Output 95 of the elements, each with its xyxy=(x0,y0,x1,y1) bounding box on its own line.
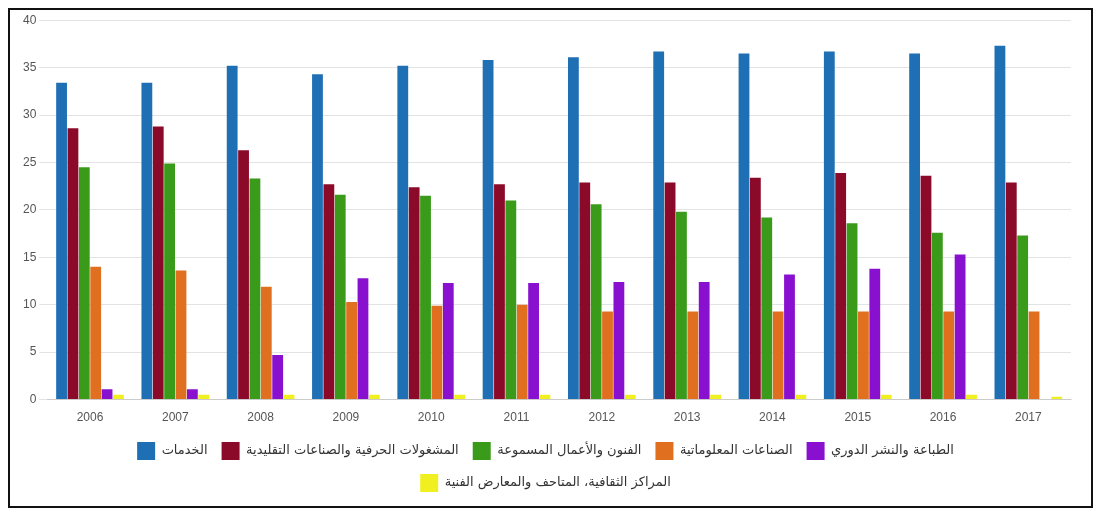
bar xyxy=(312,74,323,400)
bar xyxy=(397,65,409,400)
bar xyxy=(738,53,750,400)
bar xyxy=(687,311,699,400)
legend-label: الطباعة والنشر الدوري xyxy=(831,442,954,459)
bar xyxy=(676,211,687,400)
x-tick-label: 2015 xyxy=(844,410,872,425)
bar xyxy=(186,389,198,400)
bar xyxy=(749,177,761,400)
bar xyxy=(482,60,494,400)
bar xyxy=(772,311,784,400)
bar xyxy=(90,266,102,400)
x-tick-label: 2013 xyxy=(673,410,701,425)
y-tick-label: 5 xyxy=(29,344,37,359)
bar xyxy=(909,53,921,400)
bar xyxy=(795,394,807,400)
legend-label: المراكز الثقافية، المتاحف والمعارض الفنية xyxy=(444,474,671,491)
x-tick-label: 2012 xyxy=(588,410,616,425)
bar xyxy=(272,355,284,400)
bar xyxy=(175,270,187,400)
y-tick-label: 30 xyxy=(22,107,37,122)
bar xyxy=(994,45,1006,400)
bar xyxy=(602,311,613,400)
bar xyxy=(408,187,420,400)
x-tick-label: 2008 xyxy=(247,410,275,425)
bar xyxy=(710,394,721,400)
x-tick-label: 2017 xyxy=(1015,410,1043,425)
legend-label: المشغولات الحرفية والصناعات التقليدية xyxy=(246,442,459,459)
bar xyxy=(101,389,113,400)
bar xyxy=(420,195,431,400)
bar xyxy=(761,217,773,400)
y-tick-label: 20 xyxy=(22,202,37,217)
bar xyxy=(869,268,881,400)
bar xyxy=(56,82,67,400)
bar xyxy=(368,394,380,400)
bar xyxy=(823,51,835,400)
bar xyxy=(516,304,528,400)
bar xyxy=(698,281,710,400)
bar xyxy=(943,311,955,400)
bar xyxy=(226,65,238,400)
bar xyxy=(784,274,795,400)
bar xyxy=(141,82,153,400)
bar xyxy=(528,282,539,400)
bar xyxy=(567,57,579,400)
y-tick-label: 40 xyxy=(22,12,37,27)
bar xyxy=(260,286,272,400)
bar xyxy=(323,184,335,400)
bar xyxy=(954,254,966,400)
x-tick-label: 2014 xyxy=(759,410,787,425)
bar xyxy=(442,282,454,400)
bar xyxy=(431,305,443,400)
y-tick-label: 15 xyxy=(22,249,37,264)
x-tick-label: 2006 xyxy=(76,410,104,425)
bar xyxy=(67,128,79,400)
legend-label: الفنون والأعمال المسموعة xyxy=(497,441,642,459)
bar xyxy=(249,178,261,400)
y-tick-label: 0 xyxy=(29,391,37,406)
bar xyxy=(590,204,602,400)
bar xyxy=(613,281,625,400)
bar xyxy=(505,200,517,400)
bar xyxy=(1028,311,1040,400)
bar xyxy=(454,394,466,400)
bar xyxy=(931,232,943,400)
bar xyxy=(357,278,369,400)
bar xyxy=(966,394,977,400)
bar xyxy=(334,194,346,400)
y-tick-label: 35 xyxy=(22,59,37,74)
x-tick-label: 2009 xyxy=(332,410,360,425)
legend-label: الصناعات المعلوماتية xyxy=(679,442,793,459)
bar xyxy=(579,182,591,400)
bar xyxy=(113,394,124,400)
bar xyxy=(664,182,676,400)
bar xyxy=(152,126,164,400)
x-tick-label: 2011 xyxy=(503,410,530,425)
legend-label: الخدمات xyxy=(161,442,208,458)
bar xyxy=(78,167,90,400)
bar xyxy=(920,175,932,400)
bar xyxy=(164,163,176,400)
y-tick-label: 10 xyxy=(22,297,37,312)
bar xyxy=(835,172,847,400)
bar xyxy=(846,223,858,400)
bar xyxy=(198,394,210,400)
bar xyxy=(624,394,636,400)
x-tick-label: 2016 xyxy=(929,410,957,425)
bar xyxy=(346,301,357,400)
bar xyxy=(1005,182,1017,400)
y-tick-label: 25 xyxy=(22,154,37,169)
bar xyxy=(880,394,892,400)
x-tick-label: 2007 xyxy=(161,410,189,425)
x-tick-label: 2010 xyxy=(417,410,445,425)
bar xyxy=(1017,235,1029,400)
bar xyxy=(653,51,665,400)
bar xyxy=(494,184,505,400)
bar xyxy=(858,311,869,400)
bar xyxy=(238,150,249,400)
